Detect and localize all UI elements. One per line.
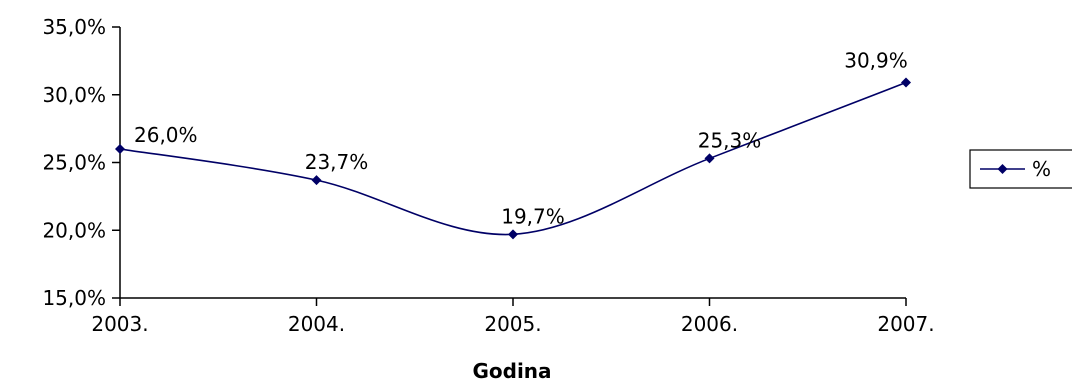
y-axis: 15,0% 20,0% 25,0% 30,0% 35,0% bbox=[42, 15, 121, 310]
x-tick-label: 2005. bbox=[484, 312, 541, 336]
data-label: 19,7% bbox=[501, 204, 565, 228]
y-tick-label: 15,0% bbox=[42, 286, 106, 310]
y-tick-label: 20,0% bbox=[42, 218, 106, 242]
data-labels: 26,0% 23,7% 19,7% 25,3% 30,9% bbox=[134, 49, 908, 229]
data-label: 26,0% bbox=[134, 123, 198, 147]
y-tick-label: 35,0% bbox=[42, 15, 106, 39]
legend-label: % bbox=[1032, 157, 1051, 181]
data-label: 23,7% bbox=[305, 150, 369, 174]
x-axis: 2003. 2004. 2005. 2006. 2007. bbox=[91, 297, 935, 336]
legend: % bbox=[969, 149, 1072, 189]
x-tick-label: 2006. bbox=[681, 312, 738, 336]
data-point bbox=[704, 153, 715, 164]
legend-marker bbox=[997, 164, 1008, 174]
x-tick-label: 2007. bbox=[877, 312, 934, 336]
data-point bbox=[115, 143, 125, 154]
x-tick-label: 2003. bbox=[91, 312, 148, 336]
data-label: 25,3% bbox=[698, 128, 762, 152]
data-point bbox=[508, 229, 518, 240]
x-axis-title: Godina bbox=[472, 359, 551, 382]
data-point bbox=[901, 77, 911, 88]
data-point bbox=[311, 175, 322, 186]
y-tick-label: 25,0% bbox=[42, 151, 106, 175]
x-tick-label: 2004. bbox=[288, 312, 345, 336]
y-tick-label: 30,0% bbox=[42, 83, 106, 107]
data-label: 30,9% bbox=[844, 49, 908, 73]
series-group bbox=[115, 77, 911, 240]
